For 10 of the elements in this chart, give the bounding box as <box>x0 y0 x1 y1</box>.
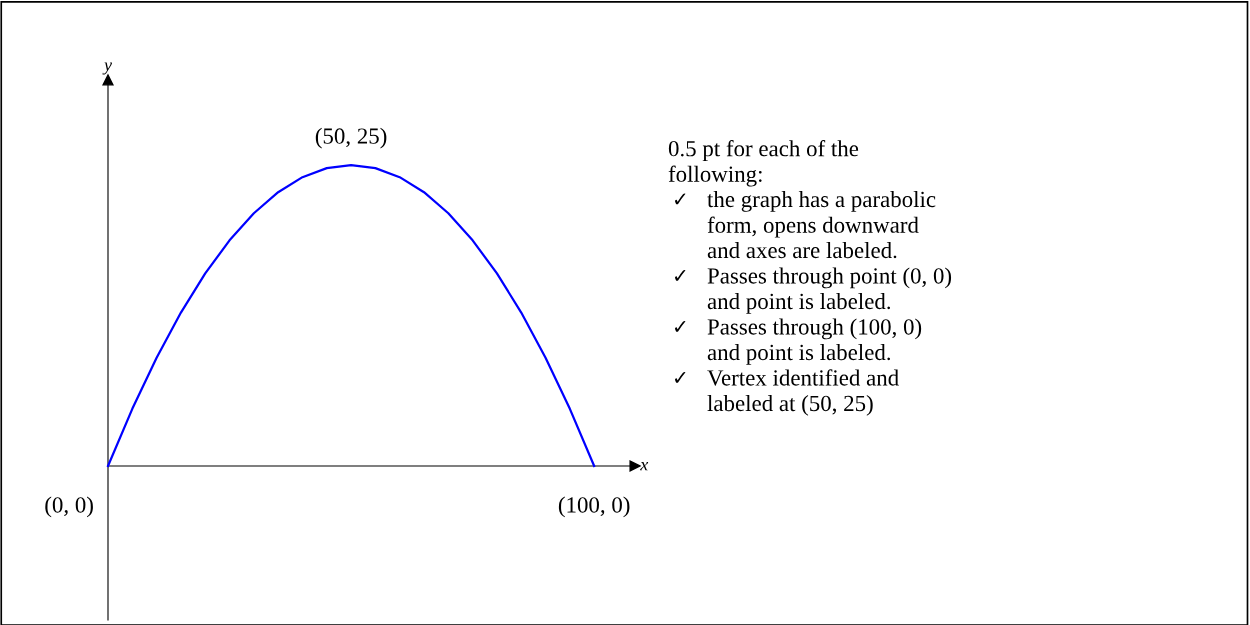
x-axis-title: x <box>640 462 649 471</box>
text: 0.5 pt for each of the following: <box>668 140 859 187</box>
text: ✓ Passes through point (0, 0) and point is labeled. <box>675 267 952 314</box>
text: (0, 0) <box>45 496 93 518</box>
text: ✓ Passes through (100, 0) and point is labeled. <box>675 318 922 365</box>
text: (100, 0) <box>558 496 630 518</box>
text: ✓ the graph has a parabolic form, opens downward and axes are labeled. <box>675 191 936 259</box>
text: (50, 25) <box>315 127 387 149</box>
text: y <box>102 62 113 75</box>
text: ✓ Vertex identified and labeled at (50, 25) <box>675 369 899 416</box>
